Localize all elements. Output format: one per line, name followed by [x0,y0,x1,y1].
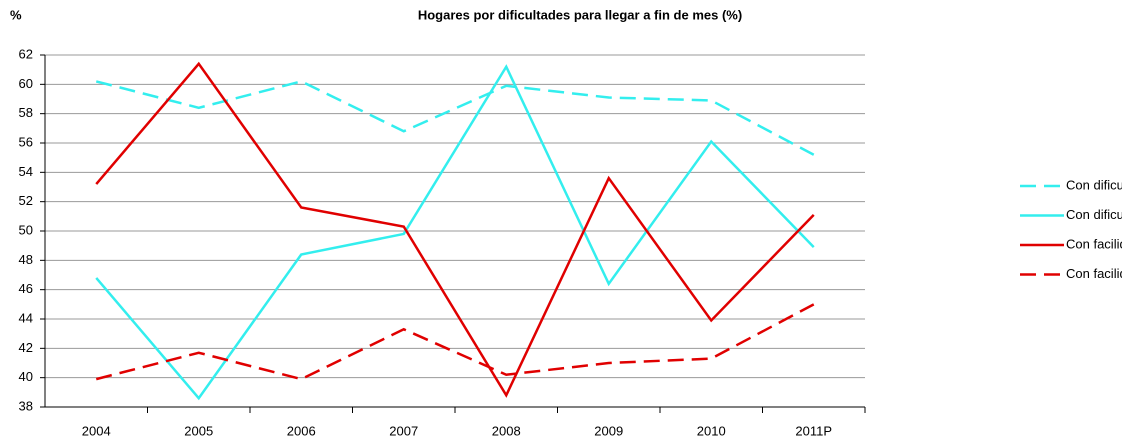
legend-label: Con facilidad Cantabria [1066,236,1122,251]
x-tick-label: 2008 [492,423,521,438]
y-tick-label: 62 [19,46,33,61]
y-tick-label: 42 [19,340,33,355]
y-tick-label: 60 [19,76,33,91]
series-line [95,64,815,401]
x-tick-label: 2006 [287,423,316,438]
y-tick-label: 56 [19,134,33,149]
x-tick-label: 2011P [795,423,832,438]
series-line [95,80,815,156]
chart-title: Hogares por dificultades para llegar a f… [418,7,742,22]
x-tick-label: 2005 [184,423,213,438]
legend-label: Con facilidad España [1066,266,1122,281]
y-tick-label: 50 [19,222,33,237]
x-tick-label: 2009 [594,423,623,438]
y-tick-label: 38 [19,398,33,413]
x-tick-label: 2004 [82,423,111,438]
y-tick-label: 54 [19,164,33,179]
series-line [95,61,815,398]
x-tick-label: 2010 [697,423,726,438]
y-tick-label: 46 [19,281,33,296]
legend-label: Con dificultad España [1066,177,1122,192]
x-tick-label: 2007 [389,423,418,438]
series-line [95,303,815,381]
legend-label: Con dificultad Cantabria [1066,207,1122,222]
y-axis-label: % [10,7,22,22]
y-tick-label: 52 [19,193,33,208]
y-tick-label: 48 [19,252,33,267]
y-tick-label: 58 [19,105,33,120]
y-tick-label: 40 [19,369,33,384]
y-tick-label: 44 [19,310,33,325]
